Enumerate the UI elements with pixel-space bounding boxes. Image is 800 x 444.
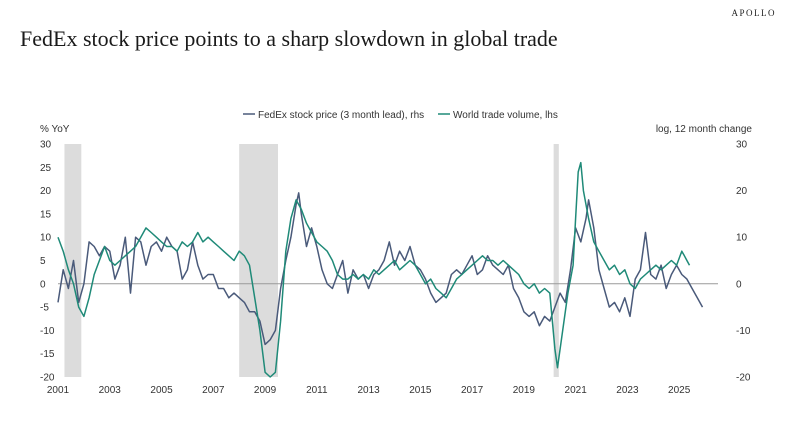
x-tick-label: 2003 — [99, 385, 122, 396]
recession-shading — [64, 144, 559, 377]
y-right-tick-label: -10 — [736, 326, 751, 337]
x-tick-label: 2007 — [202, 385, 225, 396]
x-tick-label: 2013 — [357, 385, 380, 396]
y-axis-right-ticks: 30 20 10 0 -10 -20 — [736, 140, 751, 384]
legend: FedEx stock price (3 month lead), rhs Wo… — [243, 110, 558, 121]
y-right-tick-label: 0 — [736, 279, 742, 290]
legend-label-trade: World trade volume, lhs — [453, 110, 558, 121]
y-axis-left-ticks: 30 25 20 15 10 5 0 -5 -10 -15 -20 — [40, 140, 55, 384]
y-right-tick-label: 10 — [736, 233, 748, 244]
x-tick-label: 2015 — [409, 385, 432, 396]
x-tick-label: 2009 — [254, 385, 277, 396]
recession-band — [239, 144, 278, 377]
y-left-tick-label: -5 — [40, 303, 49, 314]
x-tick-label: 2005 — [150, 385, 173, 396]
x-axis-ticks: 2001 2003 2005 2007 2009 2011 2013 2015 2017 2019… — [47, 385, 691, 396]
chart-title: FedEx stock price points to a sharp slow… — [20, 26, 558, 51]
y-left-tick-label: 25 — [40, 163, 52, 174]
y-left-tick-label: 0 — [40, 279, 46, 290]
x-tick-label: 2025 — [668, 385, 691, 396]
y-left-tick-label: -15 — [40, 349, 55, 360]
legend-label-fedex: FedEx stock price (3 month lead), rhs — [258, 110, 424, 121]
brand-logo: APOLLO — [731, 8, 776, 18]
y-left-tick-label: 20 — [40, 186, 52, 197]
y-left-tick-label: 30 — [40, 140, 52, 151]
y-right-tick-label: -20 — [736, 373, 751, 384]
y-right-tick-label: 20 — [736, 186, 748, 197]
y-left-tick-label: 5 — [40, 256, 46, 267]
x-tick-label: 2001 — [47, 385, 70, 396]
series-lines — [57, 161, 704, 378]
x-tick-label: 2023 — [616, 385, 639, 396]
x-tick-label: 2011 — [306, 385, 328, 396]
recession-band — [553, 144, 559, 377]
series-line-fedex — [57, 192, 704, 346]
x-tick-label: 2017 — [461, 385, 484, 396]
y-right-tick-label: 30 — [736, 140, 748, 151]
x-tick-label: 2019 — [513, 385, 536, 396]
x-tick-label: 2021 — [565, 385, 588, 396]
y-left-tick-label: 10 — [40, 233, 52, 244]
y-left-tick-label: -10 — [40, 326, 55, 337]
y-left-tick-label: 15 — [40, 209, 52, 220]
series-line-trade — [57, 161, 691, 378]
y-left-tick-label: -20 — [40, 373, 55, 384]
y-axis-left-title: % YoY — [40, 124, 70, 135]
y-axis-right-title: log, 12 month change — [656, 124, 753, 135]
